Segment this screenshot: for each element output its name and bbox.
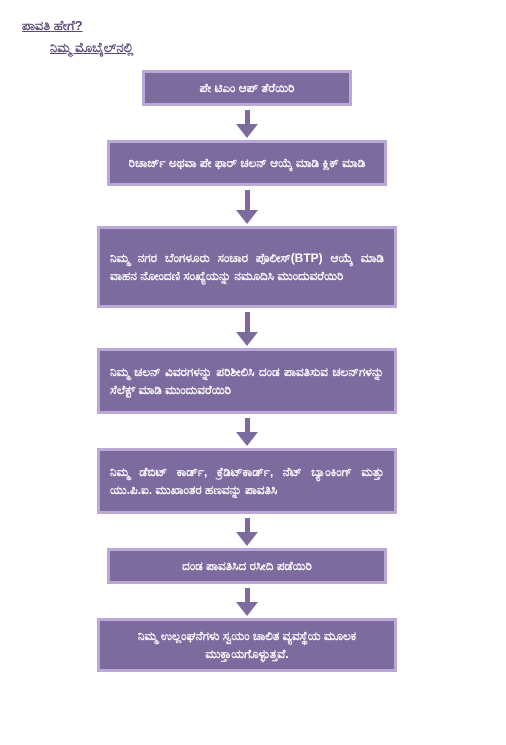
flow-step-label: ನಿಮ್ಮ ಉಲ್ಲಂಘನೆಗಳು ಸ್ವಯಂ ಚಾಲಿತ ವ್ಯವಸ್ಥೆಯ … <box>110 627 384 663</box>
flow-step-label: ಪೇ ಟಿಎಂ ಆಪ್ ತೆರೆಯಿರಿ <box>200 79 295 97</box>
flow-step-3: ನಿಮ್ಮ ನಗರ ಬೆಂಗಳೂರು ಸಂಚಾರ ಪೊಲೀಸ್(BTP) ಆಯ್… <box>97 226 397 308</box>
flow-step-label: ನಿಮ್ಮ ಚಲನ್ ವಿವರಗಳನ್ನು ಪರಿಶೀಲಿಸಿ ದಂಡ ಪಾವತ… <box>110 363 384 399</box>
flow-step-1: ಪೇ ಟಿಎಂ ಆಪ್ ತೆರೆಯಿರಿ <box>142 70 352 106</box>
flow-step-7: ನಿಮ್ಮ ಉಲ್ಲಂಘನೆಗಳು ಸ್ವಯಂ ಚಾಲಿತ ವ್ಯವಸ್ಥೆಯ … <box>97 618 397 672</box>
page-subtitle: ನಿಮ್ಮ ಮೊಬೈಲ್‌ನಲ್ಲಿ <box>50 40 484 56</box>
flow-arrow <box>236 588 258 616</box>
flow-step-label: ನಿಮ್ಮ ಡೆಬಿಟ್ ಕಾರ್ಡ್, ಕ್ರೆಡಿಟ್‌ಕಾರ್ಡ್, ನೆ… <box>110 463 384 499</box>
flow-step-4: ನಿಮ್ಮ ಚಲನ್ ವಿವರಗಳನ್ನು ಪರಿಶೀಲಿಸಿ ದಂಡ ಪಾವತ… <box>97 348 397 414</box>
flow-step-label: ರಿಚಾರ್ಜ್ ಅಥವಾ ಪೇ ಫಾರ್ ಚಲನ್ ಆಯ್ಕೆ ಮಾಡಿ ಕ್… <box>129 154 366 172</box>
flow-arrow <box>236 518 258 546</box>
flow-step-6: ದಂಡ ಪಾವತಿಸಿದ ರಸೀದಿ ಪಡೆಯಿರಿ <box>107 548 387 584</box>
flow-step-5: ನಿಮ್ಮ ಡೆಬಿಟ್ ಕಾರ್ಡ್, ಕ್ರೆಡಿಟ್‌ಕಾರ್ಡ್, ನೆ… <box>97 448 397 514</box>
flowchart: ಪೇ ಟಿಎಂ ಆಪ್ ತೆರೆಯಿರಿ ರಿಚಾರ್ಜ್ ಅಥವಾ ಪೇ ಫಾರ… <box>92 70 402 672</box>
flow-arrow <box>236 190 258 224</box>
flow-step-label: ದಂಡ ಪಾವತಿಸಿದ ರಸೀದಿ ಪಡೆಯಿರಿ <box>182 557 312 575</box>
flow-step-label: ನಿಮ್ಮ ನಗರ ಬೆಂಗಳೂರು ಸಂಚಾರ ಪೊಲೀಸ್(BTP) ಆಯ್… <box>110 249 384 285</box>
flow-arrow <box>236 312 258 346</box>
flow-arrow <box>236 110 258 138</box>
flow-arrow <box>236 418 258 446</box>
flow-step-2: ರಿಚಾರ್ಜ್ ಅಥವಾ ಪೇ ಫಾರ್ ಚಲನ್ ಆಯ್ಕೆ ಮಾಡಿ ಕ್… <box>107 140 387 186</box>
page-title: ಪಾವತಿ ಹೇಗೆ? <box>22 18 484 34</box>
